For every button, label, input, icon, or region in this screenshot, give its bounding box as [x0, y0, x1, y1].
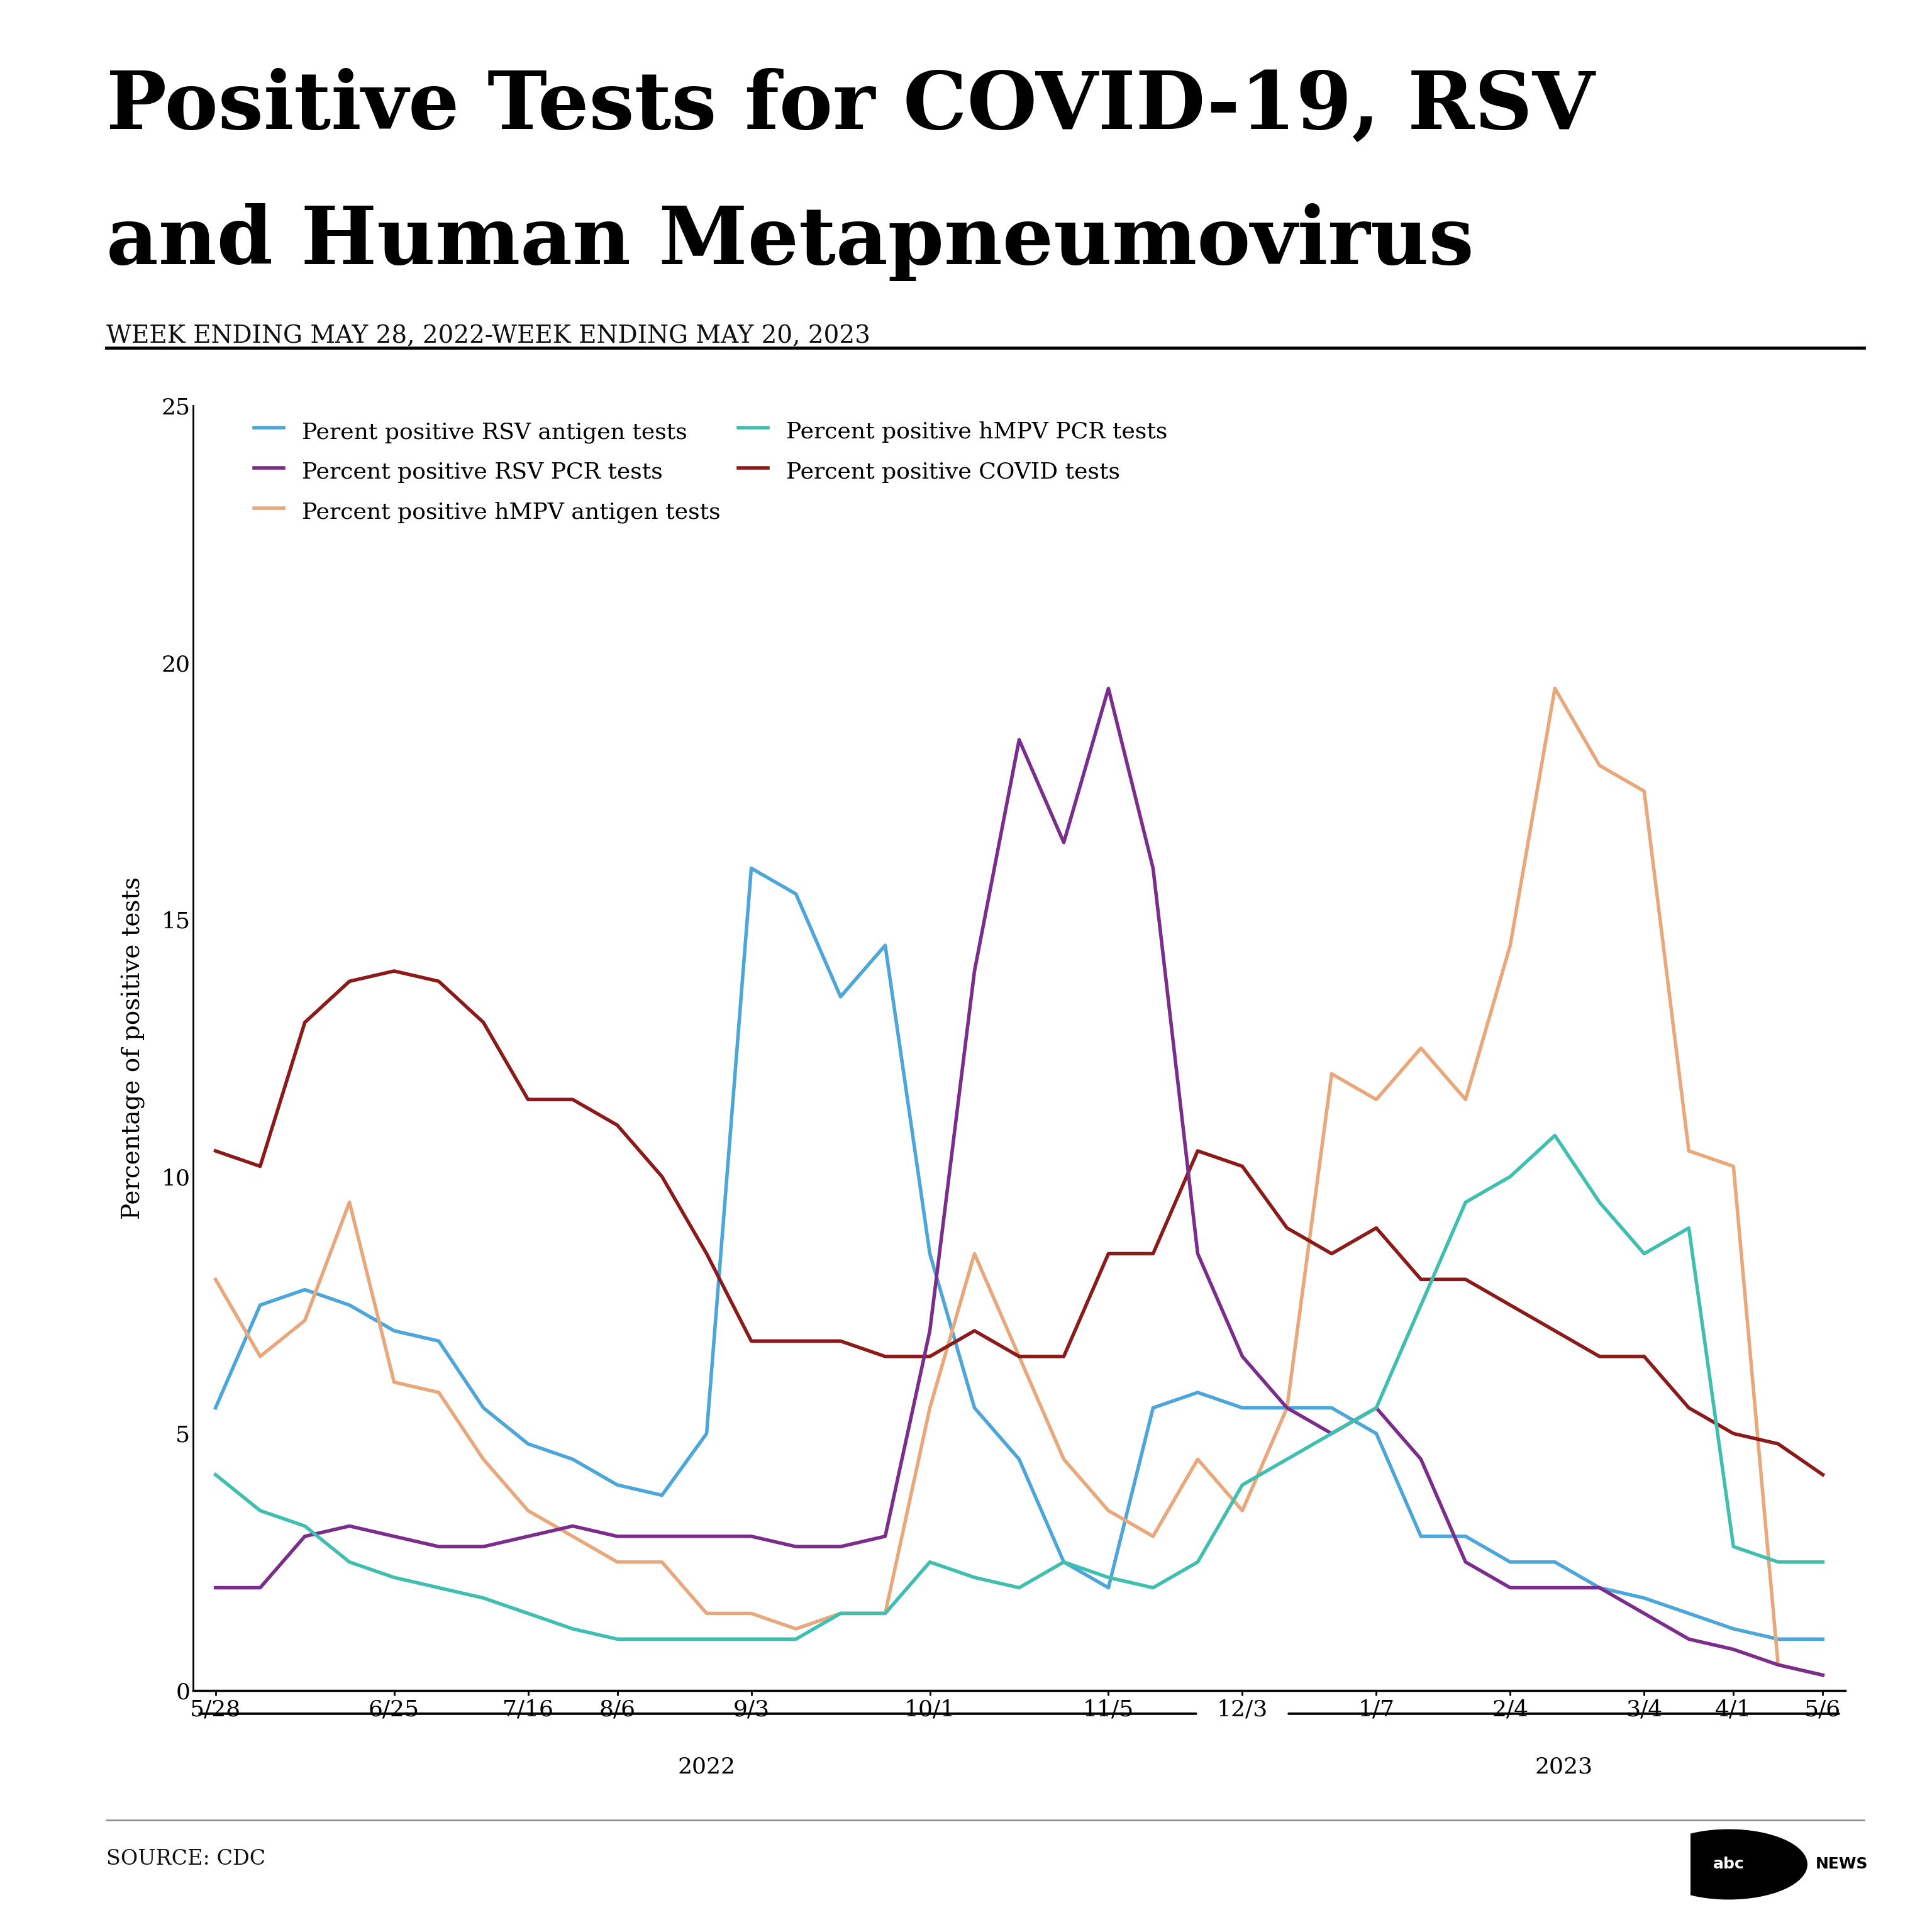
- Text: abc: abc: [1714, 1857, 1745, 1872]
- Text: NEWS: NEWS: [1816, 1857, 1868, 1872]
- Text: 2022: 2022: [678, 1756, 736, 1777]
- Text: SOURCE: CDC: SOURCE: CDC: [106, 1849, 265, 1868]
- Y-axis label: Percentage of positive tests: Percentage of positive tests: [122, 877, 145, 1219]
- Circle shape: [1650, 1830, 1806, 1899]
- Text: Positive Tests for COVID-19, RSV: Positive Tests for COVID-19, RSV: [106, 68, 1594, 145]
- Text: 2023: 2023: [1534, 1756, 1592, 1777]
- Text: WEEK ENDING MAY 28, 2022-WEEK ENDING MAY 20, 2023: WEEK ENDING MAY 28, 2022-WEEK ENDING MAY…: [106, 325, 869, 348]
- Text: and Human Metapneumovirus: and Human Metapneumovirus: [106, 203, 1474, 280]
- Legend: Perent positive RSV antigen tests, Percent positive RSV PCR tests, Percent posit: Perent positive RSV antigen tests, Perce…: [255, 417, 1167, 526]
